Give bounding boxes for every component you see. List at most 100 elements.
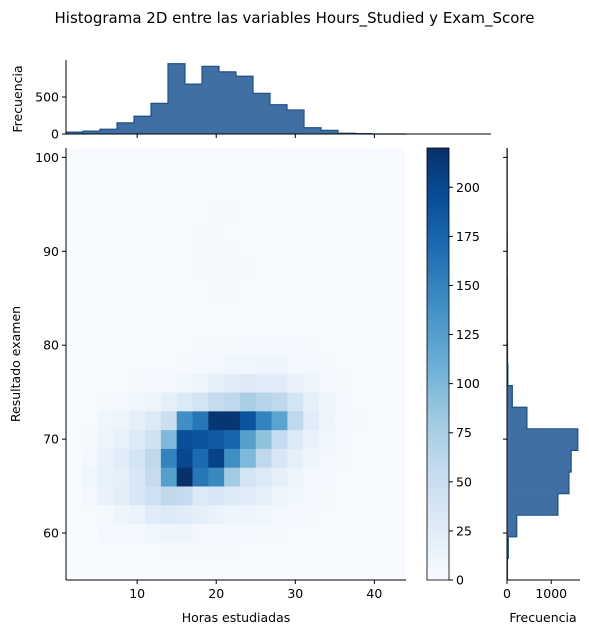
heatmap-cell [303,204,320,224]
heatmap-cell [176,279,193,299]
top-hist-bar [168,63,186,135]
heatmap-cell [160,523,178,543]
heatmap-cell [287,467,304,487]
heatmap-cell [350,241,367,262]
heatmap-cell [382,542,399,562]
heatmap-cell [334,410,352,431]
heatmap-cell [319,148,336,168]
heatmap-cell [350,260,367,280]
heatmap-cell [255,523,272,543]
heatmap-cell [176,392,193,412]
heatmap-cell [255,317,272,337]
heatmap-cell [255,354,272,374]
heatmap-cell [366,410,383,431]
heatmap-cell [319,542,336,562]
heatmap-cell [208,373,225,393]
heatmap-cell [239,429,257,449]
heatmap-cell [224,429,241,449]
heatmap-cell [350,335,367,356]
heatmap-cell [113,429,130,449]
heatmap-cell [334,204,352,224]
heatmap-cell [382,204,399,224]
heatmap-cell [271,223,288,243]
heatmap-cell [160,241,178,262]
heatmap-cell [303,317,320,337]
heatmap-cell [334,542,352,562]
heatmap-cell [113,373,130,393]
heatmap-cell [303,373,320,393]
heatmap-cell [145,373,162,393]
heatmap-cell [382,223,399,243]
heatmap-cell [97,148,114,168]
heatmap-cell [382,260,399,280]
heatmap-cell [176,298,193,318]
heatmap-cell [176,410,193,431]
heatmap-cell [303,148,320,168]
heatmap-cell [129,317,146,337]
heatmap-cell [160,298,178,318]
heatmap-cell [208,317,225,337]
colorbar-tick-label: 50 [456,474,472,489]
heatmap-cell [192,467,209,487]
heatmap-cell [287,279,304,299]
heatmap-cell [319,223,336,243]
heatmap-cell [113,260,130,280]
heatmap-cell [97,392,114,412]
heatmap-cell [192,223,209,243]
heatmap-cell [382,373,399,393]
heatmap-cell [271,185,288,205]
heatmap-cell [113,486,130,506]
heatmap-cell [176,523,193,543]
heatmap-cell [334,392,352,412]
heatmap-cell [208,504,225,525]
heatmap-cell [303,223,320,243]
heatmap-cell [97,504,114,525]
heatmap-cell [350,223,367,243]
heatmap-cell [239,279,257,299]
heatmap-cell [382,429,399,449]
heatmap-cell [192,148,209,168]
heatmap-cell [287,486,304,506]
heatmap-cell [192,185,209,205]
heatmap-cell [129,185,146,205]
heatmap-cell [208,148,225,168]
heatmap-cell [81,166,99,186]
heatmap-cell [350,467,367,487]
heatmap-cell [208,185,225,205]
heatmap-cell [145,335,162,356]
heatmap-cell [382,448,399,468]
heatmap-cell [145,504,162,525]
heatmap-cell [350,429,367,449]
heatmap-cell [382,486,399,506]
heatmap-cell [350,373,367,393]
top-hist-bar [219,71,237,134]
heatmap-cell [192,204,209,224]
heatmap-cell [224,542,241,562]
right-marginal-tick-label: 1000 [535,586,567,601]
heatmap-cell [97,335,114,356]
heatmap-cell [145,354,162,374]
heatmap-cell [303,260,320,280]
heatmap-cell [271,298,288,318]
heatmap-cell [350,486,367,506]
heatmap-cell [145,148,162,168]
heatmap-cell [145,166,162,186]
heatmap-cell [160,467,178,487]
heatmap-cell [208,467,225,487]
heatmap-cell [334,317,352,337]
y-tick-label: 60 [43,526,59,541]
right-hist-bar [507,407,527,430]
heatmap-cell [145,279,162,299]
heatmap-cell [145,410,162,431]
heatmap-cell [129,354,146,374]
heatmap-cell [176,185,193,205]
heatmap-cell [224,373,241,393]
heatmap-cell [271,467,288,487]
heatmap-cell [319,241,336,262]
heatmap-cell [382,317,399,337]
top-hist-bar [134,116,152,134]
colorbar-ticks: 0 25 50 75 100 125 150 175 200 [449,180,480,588]
heatmap-cell [319,185,336,205]
heatmap-cell [160,148,178,168]
heatmap-cell [255,542,272,562]
